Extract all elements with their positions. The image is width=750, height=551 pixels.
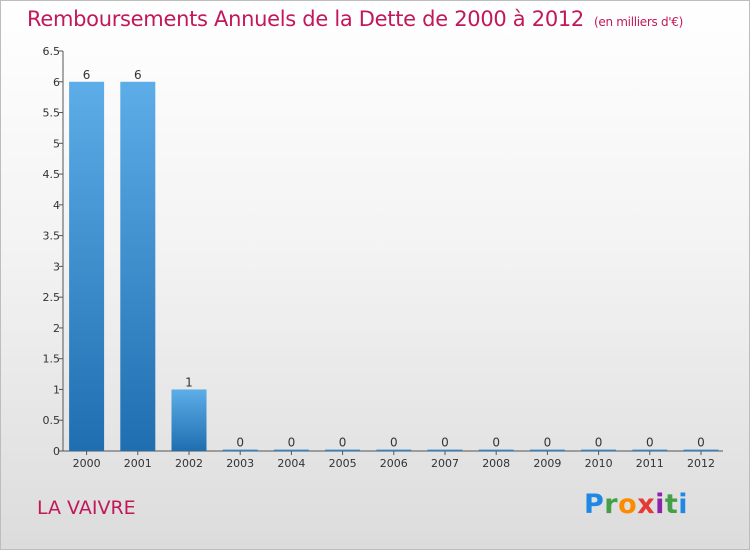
bar — [222, 449, 258, 451]
bar-value-label: 0 — [492, 436, 500, 450]
x-tick-label: 2002 — [175, 457, 203, 470]
y-tick-label: 2 — [53, 322, 60, 335]
y-tick-label: 3 — [53, 260, 60, 273]
bar-value-label: 0 — [595, 436, 603, 450]
bar — [581, 449, 617, 451]
y-tick-label: 6.5 — [43, 45, 61, 58]
x-axis: 2000 2001 2002 2003 2004 2005 2006 2007 2008 2009… — [63, 450, 723, 470]
x-tick-label: 2000 — [73, 457, 101, 470]
x-tick-label: 2006 — [380, 457, 408, 470]
logo-letter: i — [678, 489, 689, 520]
proxiti-logo: Proxiti — [584, 489, 688, 520]
logo-letter: P — [584, 489, 605, 520]
bar — [376, 449, 412, 451]
y-tick-label: 5.5 — [43, 107, 61, 120]
x-tick-label: 2010 — [585, 457, 613, 470]
y-tick-label: 3.5 — [43, 230, 61, 243]
y-tick-label: 0 — [53, 445, 60, 458]
y-tick-label: 0.5 — [43, 414, 61, 427]
logo-letter: x — [637, 489, 656, 520]
bar — [683, 449, 719, 451]
x-tick-label: 2004 — [277, 457, 305, 470]
bar — [273, 449, 309, 451]
chart-title-text: Remboursements Annuels de la Dette de 20… — [27, 7, 584, 31]
bar — [478, 449, 514, 451]
bar — [427, 449, 463, 451]
bar-value-label: 1 — [185, 375, 193, 389]
bar — [120, 81, 156, 452]
x-tick-label: 2007 — [431, 457, 459, 470]
bars — [69, 81, 719, 452]
x-tick-label: 2011 — [636, 457, 664, 470]
y-tick-label: 1.5 — [43, 353, 61, 366]
y-tick-label: 5 — [53, 137, 60, 150]
x-tick-label: 2012 — [687, 457, 715, 470]
chart-title: Remboursements Annuels de la Dette de 20… — [27, 7, 683, 31]
bar-value-label: 0 — [441, 436, 449, 450]
x-tick-label: 2003 — [226, 457, 254, 470]
y-tick-label: 6 — [53, 76, 60, 89]
x-tick-label: 2001 — [124, 457, 152, 470]
bar-value-label: 6 — [134, 68, 142, 82]
bar-value-label: 0 — [288, 436, 296, 450]
bar-value-label: 0 — [697, 436, 705, 450]
bar-value-label: 0 — [544, 436, 552, 450]
bar — [325, 449, 361, 451]
x-tick-label: 2008 — [482, 457, 510, 470]
y-tick-label: 4 — [53, 199, 60, 212]
y-axis: 0 0.5 1 1.5 2 2.5 3 3.5 4 4.5 5 5.5 6 6.5 — [43, 45, 64, 458]
commune-name: LA VAIVRE — [37, 497, 136, 519]
y-tick-label: 2.5 — [43, 291, 61, 304]
x-tick-label: 2005 — [329, 457, 357, 470]
bar — [69, 81, 105, 452]
chart-unit: (en milliers d'€) — [594, 15, 684, 29]
data-labels: 6 6 1 0 0 0 0 0 0 0 0 0 0 — [83, 68, 705, 450]
bar-value-label: 0 — [339, 436, 347, 450]
bar — [171, 389, 207, 451]
bar-value-label: 0 — [236, 436, 244, 450]
x-tick-label: 2009 — [533, 457, 561, 470]
bar-value-label: 0 — [646, 436, 654, 450]
bar — [632, 449, 668, 451]
bar-value-label: 0 — [390, 436, 398, 450]
logo-letter: r — [604, 489, 619, 520]
logo-letter: o — [618, 489, 638, 520]
logo-letter: t — [664, 489, 679, 520]
bar — [529, 449, 565, 451]
y-tick-label: 4.5 — [43, 168, 61, 181]
logo-letter: i — [655, 489, 665, 520]
y-tick-label: 1 — [53, 383, 60, 396]
bar-value-label: 6 — [83, 68, 91, 82]
